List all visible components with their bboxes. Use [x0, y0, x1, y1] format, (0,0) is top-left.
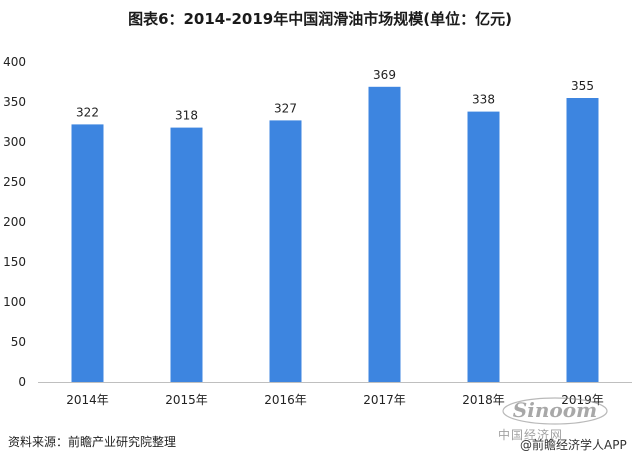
y-tick-label: 350 — [3, 95, 26, 109]
data-label: 369 — [373, 68, 396, 82]
data-label: 318 — [175, 109, 198, 123]
y-tick-label: 150 — [3, 255, 26, 269]
data-label: 322 — [76, 105, 99, 119]
y-tick-label: 200 — [3, 215, 26, 229]
y-tick-label: 0 — [18, 375, 26, 389]
source-note: 资料来源：前瞻产业研究院整理 — [8, 435, 177, 449]
y-tick-label: 100 — [3, 295, 26, 309]
bar — [368, 86, 401, 383]
data-label: 327 — [274, 101, 297, 115]
x-tick-label: 2018年 — [462, 393, 505, 407]
y-tick-label: 400 — [3, 55, 26, 69]
x-tick-label: 2017年 — [363, 393, 406, 407]
bar — [467, 111, 500, 382]
x-tick-label: 2016年 — [264, 393, 307, 407]
y-tick-label: 300 — [3, 135, 26, 149]
chart-title: 图表6：2014-2019年中国润滑油市场规模(单位：亿元) — [128, 10, 512, 28]
credit-text: @前瞻经济学人APP — [520, 438, 627, 452]
svg-text:Sinoom: Sinoom — [513, 398, 597, 422]
watermark-logo-text: 中国经济网 — [498, 428, 564, 442]
bar — [170, 127, 203, 382]
sinolink-logo-icon: Sinoom — [502, 397, 608, 425]
x-tick-label: 2015年 — [165, 393, 208, 407]
bar — [269, 120, 302, 383]
bar — [566, 98, 599, 382]
y-tick-label: 50 — [11, 335, 26, 349]
data-label: 338 — [472, 93, 495, 107]
data-label: 355 — [571, 79, 594, 93]
bar — [71, 124, 104, 383]
x-tick-label: 2014年 — [66, 393, 109, 407]
y-tick-label: 250 — [3, 175, 26, 189]
